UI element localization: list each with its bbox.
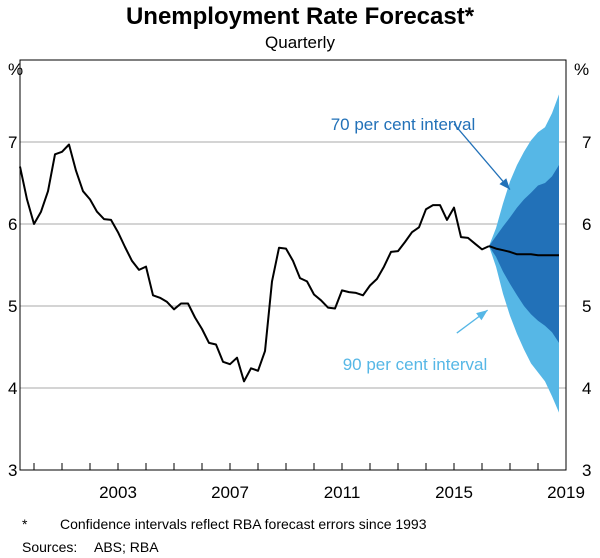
x-tick-label: 2007 (211, 483, 249, 502)
annotation-arrow-head (499, 178, 510, 190)
sources-label: Sources: (22, 539, 77, 555)
y-axis-right: 3 4 5 6 7 (582, 133, 591, 480)
annotation-label: 70 per cent interval (331, 115, 476, 134)
y-tick-label: 4 (582, 379, 591, 398)
gridlines (20, 141, 566, 389)
plot-area (19, 59, 567, 471)
annotations: 70 per cent interval 90 per cent interval (331, 115, 511, 374)
x-tick-label: 2019 (547, 483, 585, 502)
x-ticks (33, 463, 567, 470)
y-tick-label: 3 (8, 461, 17, 480)
annotation-label: 90 per cent interval (343, 355, 488, 374)
y-tick-label: 7 (8, 133, 17, 152)
chart-subtitle: Quarterly (265, 33, 335, 52)
sources-text: ABS; RBA (94, 539, 159, 555)
chart-title: Unemployment Rate Forecast* (126, 3, 475, 30)
footnote-text: Confidence intervals reflect RBA forecas… (60, 516, 427, 532)
footnote-marker: * (22, 516, 28, 532)
x-tick-label: 2003 (99, 483, 137, 502)
plot-frame (19, 59, 567, 471)
x-tick-label: 2011 (324, 483, 361, 502)
x-axis-labels: 2003 2007 2011 2015 2019 (99, 483, 585, 502)
series-line (19, 143, 490, 383)
y-tick-label: 5 (582, 297, 591, 316)
annotation-arrow-head (476, 310, 488, 321)
y-unit-right: % (574, 60, 589, 79)
y-tick-label: 4 (8, 379, 17, 398)
y-tick-label: 7 (582, 133, 591, 152)
series-line (488, 245, 559, 257)
annotation-arrow-line (453, 123, 511, 190)
y-tick-label: 5 (8, 297, 17, 316)
y-tick-label: 6 (8, 215, 17, 234)
y-tick-label: 3 (582, 461, 591, 480)
y-axis-left: 3 4 5 6 7 (8, 133, 17, 480)
y-unit-left: % (8, 60, 23, 79)
series-lines (19, 143, 559, 383)
x-tick-label: 2015 (435, 483, 473, 502)
y-tick-label: 6 (582, 215, 591, 234)
